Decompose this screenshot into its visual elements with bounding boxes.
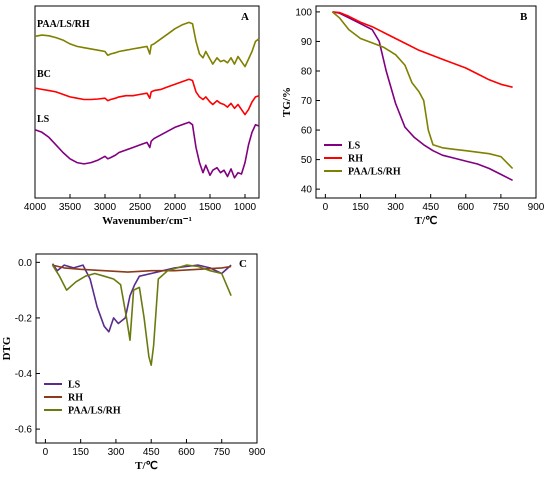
y-tick-label: 60	[301, 126, 313, 137]
x-tick-label: 2000	[164, 202, 187, 213]
x-tick-label: 3500	[59, 202, 82, 213]
x-tick-label: 450	[422, 202, 439, 213]
legend-label: PAA/LS/RH	[68, 406, 121, 417]
x-axis-title: T/℃	[135, 460, 158, 472]
legend-label: LS	[68, 380, 81, 391]
x-tick-label: 600	[178, 447, 195, 458]
x-tick-label: 1500	[199, 202, 222, 213]
x-tick-label: 750	[213, 447, 230, 458]
series-label: PAA/LS/RH	[37, 19, 90, 30]
series-line-bc	[34, 78, 260, 116]
chart-panel-b: 0 150 300 450 600 750 900 40 50 60 70 80 90 100 T/℃ TG/…	[281, 5, 545, 227]
series-line-paa-ls-rh	[34, 21, 260, 68]
y-tick-label: 0.0	[18, 258, 32, 269]
x-axis-title: Wavenumber/cm⁻¹	[102, 215, 192, 227]
x-tick-label: 150	[72, 447, 89, 458]
x-tick-label: 300	[387, 202, 404, 213]
x-tick-label: 4000	[24, 202, 47, 213]
x-tick-label: 2500	[129, 202, 152, 213]
legend-label: RH	[348, 154, 363, 165]
series-line-paa-ls-rh	[51, 264, 232, 366]
legend-label: RH	[68, 393, 83, 404]
x-tick-label: 1000	[234, 202, 257, 213]
plot-frame	[315, 5, 537, 199]
series-line-rh	[332, 11, 513, 88]
y-tick-label: -0.6	[15, 425, 33, 436]
y-tick-label: -0.2	[15, 313, 33, 324]
x-tick-label: 600	[457, 202, 474, 213]
panel-label: B	[520, 11, 528, 23]
y-tick-label: 100	[295, 7, 312, 18]
series-label: BC	[37, 69, 51, 80]
panel-label: C	[239, 258, 247, 270]
y-tick-label: 40	[301, 185, 313, 196]
series-line-rh	[52, 264, 232, 273]
x-tick-label: 300	[108, 447, 125, 458]
x-tick-label: 0	[43, 447, 49, 458]
series-line-paa-ls-rh	[331, 11, 514, 170]
series-line-ls	[332, 11, 513, 182]
series-line-ls	[34, 121, 260, 179]
x-tick-label: 450	[143, 447, 160, 458]
y-axis-title: TG/%	[281, 87, 293, 117]
y-tick-label: 90	[301, 37, 313, 48]
y-tick-label: -0.4	[15, 369, 33, 380]
x-axis-title: T/℃	[415, 215, 438, 227]
x-tick-label: 750	[493, 202, 510, 213]
x-tick-label: 150	[352, 202, 369, 213]
y-tick-label: 70	[301, 96, 313, 107]
y-tick-label: 80	[301, 66, 313, 77]
legend-label: LS	[348, 141, 361, 152]
x-tick-label: 900	[249, 447, 266, 458]
y-axis-title: DTG	[1, 336, 13, 360]
legend-label: PAA/LS/RH	[348, 167, 401, 178]
chart-panel-a: 4000 3500 3000 2500 2000 1500 1000 Wavenumber/c…	[24, 5, 260, 227]
panel-label: A	[241, 11, 249, 23]
x-tick-label: 0	[323, 202, 329, 213]
plot-frame	[34, 5, 260, 199]
series-label: LS	[37, 114, 50, 125]
chart-panel-c: 0 150 300 450 600 750 900 0.0 -0.2 -0.4 -0.6 T/℃ DTG…	[1, 253, 266, 472]
plot-frame	[35, 253, 258, 444]
x-tick-label: 900	[528, 202, 545, 213]
y-tick-label: 50	[301, 155, 313, 166]
x-tick-label: 3000	[94, 202, 117, 213]
